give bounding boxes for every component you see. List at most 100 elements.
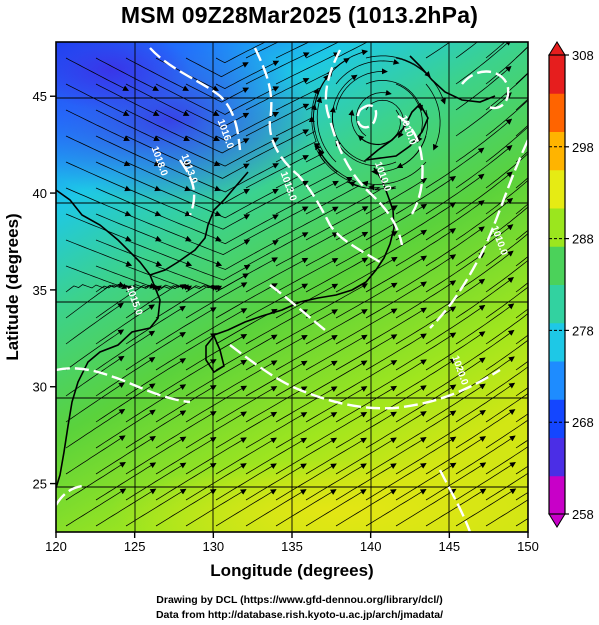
streamline <box>245 103 310 137</box>
streamline <box>485 419 528 449</box>
streamline <box>515 308 528 319</box>
streamline <box>155 213 222 242</box>
streamline <box>515 439 528 449</box>
streamline <box>215 463 277 501</box>
streamline <box>65 239 133 267</box>
plot-area: 1018.0 1013.01016.01013.01010.01010.01010… <box>56 42 528 532</box>
streamline <box>335 437 397 475</box>
streamline <box>425 173 485 215</box>
isobar <box>229 344 501 410</box>
streamline <box>425 488 487 527</box>
streamline <box>95 435 156 475</box>
streamline <box>275 489 337 527</box>
streamline <box>245 52 310 85</box>
streamline <box>455 303 515 345</box>
streamline <box>313 143 351 189</box>
streamline <box>305 103 325 163</box>
streamline <box>365 437 427 475</box>
streamline <box>485 206 528 241</box>
streamline <box>125 57 189 91</box>
streamline <box>455 197 514 241</box>
streamline <box>365 411 427 449</box>
streamline <box>305 257 369 293</box>
streamline <box>425 200 485 241</box>
coastline-sakhalin <box>409 55 496 103</box>
streamline <box>485 126 528 163</box>
streamline <box>125 410 187 449</box>
streamline <box>365 333 427 371</box>
streamline <box>155 109 220 142</box>
streamline <box>395 332 457 371</box>
streamline <box>515 387 528 397</box>
streamline <box>455 409 516 449</box>
streamline <box>155 284 220 293</box>
streamline <box>65 302 124 345</box>
streamline <box>485 46 528 85</box>
streamline <box>515 124 528 137</box>
streamline <box>275 52 340 85</box>
streamline <box>185 187 250 205</box>
streamline <box>515 151 528 163</box>
streamline <box>185 333 248 371</box>
streamline <box>425 147 485 189</box>
streamline <box>425 42 451 59</box>
colorbar-min-triangle <box>548 513 566 528</box>
streamline <box>155 135 221 167</box>
streamline <box>125 462 187 501</box>
streamline <box>365 80 423 112</box>
streamline <box>155 359 217 397</box>
streamline <box>65 109 130 142</box>
isobar <box>356 104 378 129</box>
streamline <box>245 489 307 527</box>
colorbar-segment <box>549 399 565 438</box>
streamline <box>335 411 397 449</box>
streamline <box>245 386 308 423</box>
streamline <box>95 187 162 217</box>
streamline <box>215 112 280 141</box>
coastline-japan-hokkaido <box>363 102 429 162</box>
wind-streamlines <box>65 42 528 527</box>
streamline <box>65 488 127 527</box>
streamline <box>275 386 338 423</box>
y-tick-label: 35 <box>33 283 47 298</box>
streamline <box>185 437 247 475</box>
streamline <box>155 333 217 371</box>
streamline <box>215 257 278 293</box>
streamline <box>395 202 457 241</box>
streamline <box>275 116 317 163</box>
streamline <box>335 184 382 215</box>
streamline <box>485 42 506 59</box>
streamline <box>455 435 516 475</box>
streamline <box>305 49 369 85</box>
streamline <box>395 488 457 527</box>
streamline <box>515 282 528 293</box>
streamline <box>515 203 528 215</box>
streamline <box>425 83 441 151</box>
streamline <box>335 139 397 167</box>
streamline <box>185 411 247 449</box>
streamline <box>335 231 398 267</box>
coastline-korea <box>149 171 249 276</box>
streamline <box>185 359 248 397</box>
streamline <box>245 155 309 189</box>
streamline <box>395 358 457 397</box>
streamline <box>65 435 126 475</box>
streamline <box>95 83 160 116</box>
streamline <box>95 357 156 397</box>
streamline <box>425 409 486 449</box>
streamline <box>485 472 528 501</box>
field-patches <box>56 42 528 532</box>
streamline <box>485 393 528 423</box>
streamline <box>275 360 338 397</box>
streamline <box>455 488 517 527</box>
streamline <box>515 518 528 527</box>
streamline <box>305 411 368 449</box>
streamline <box>485 179 528 215</box>
streamline <box>335 463 397 501</box>
streamline <box>95 284 160 293</box>
streamline <box>275 232 339 267</box>
streamline <box>425 436 487 475</box>
streamline <box>125 331 186 371</box>
isobar <box>56 367 191 404</box>
